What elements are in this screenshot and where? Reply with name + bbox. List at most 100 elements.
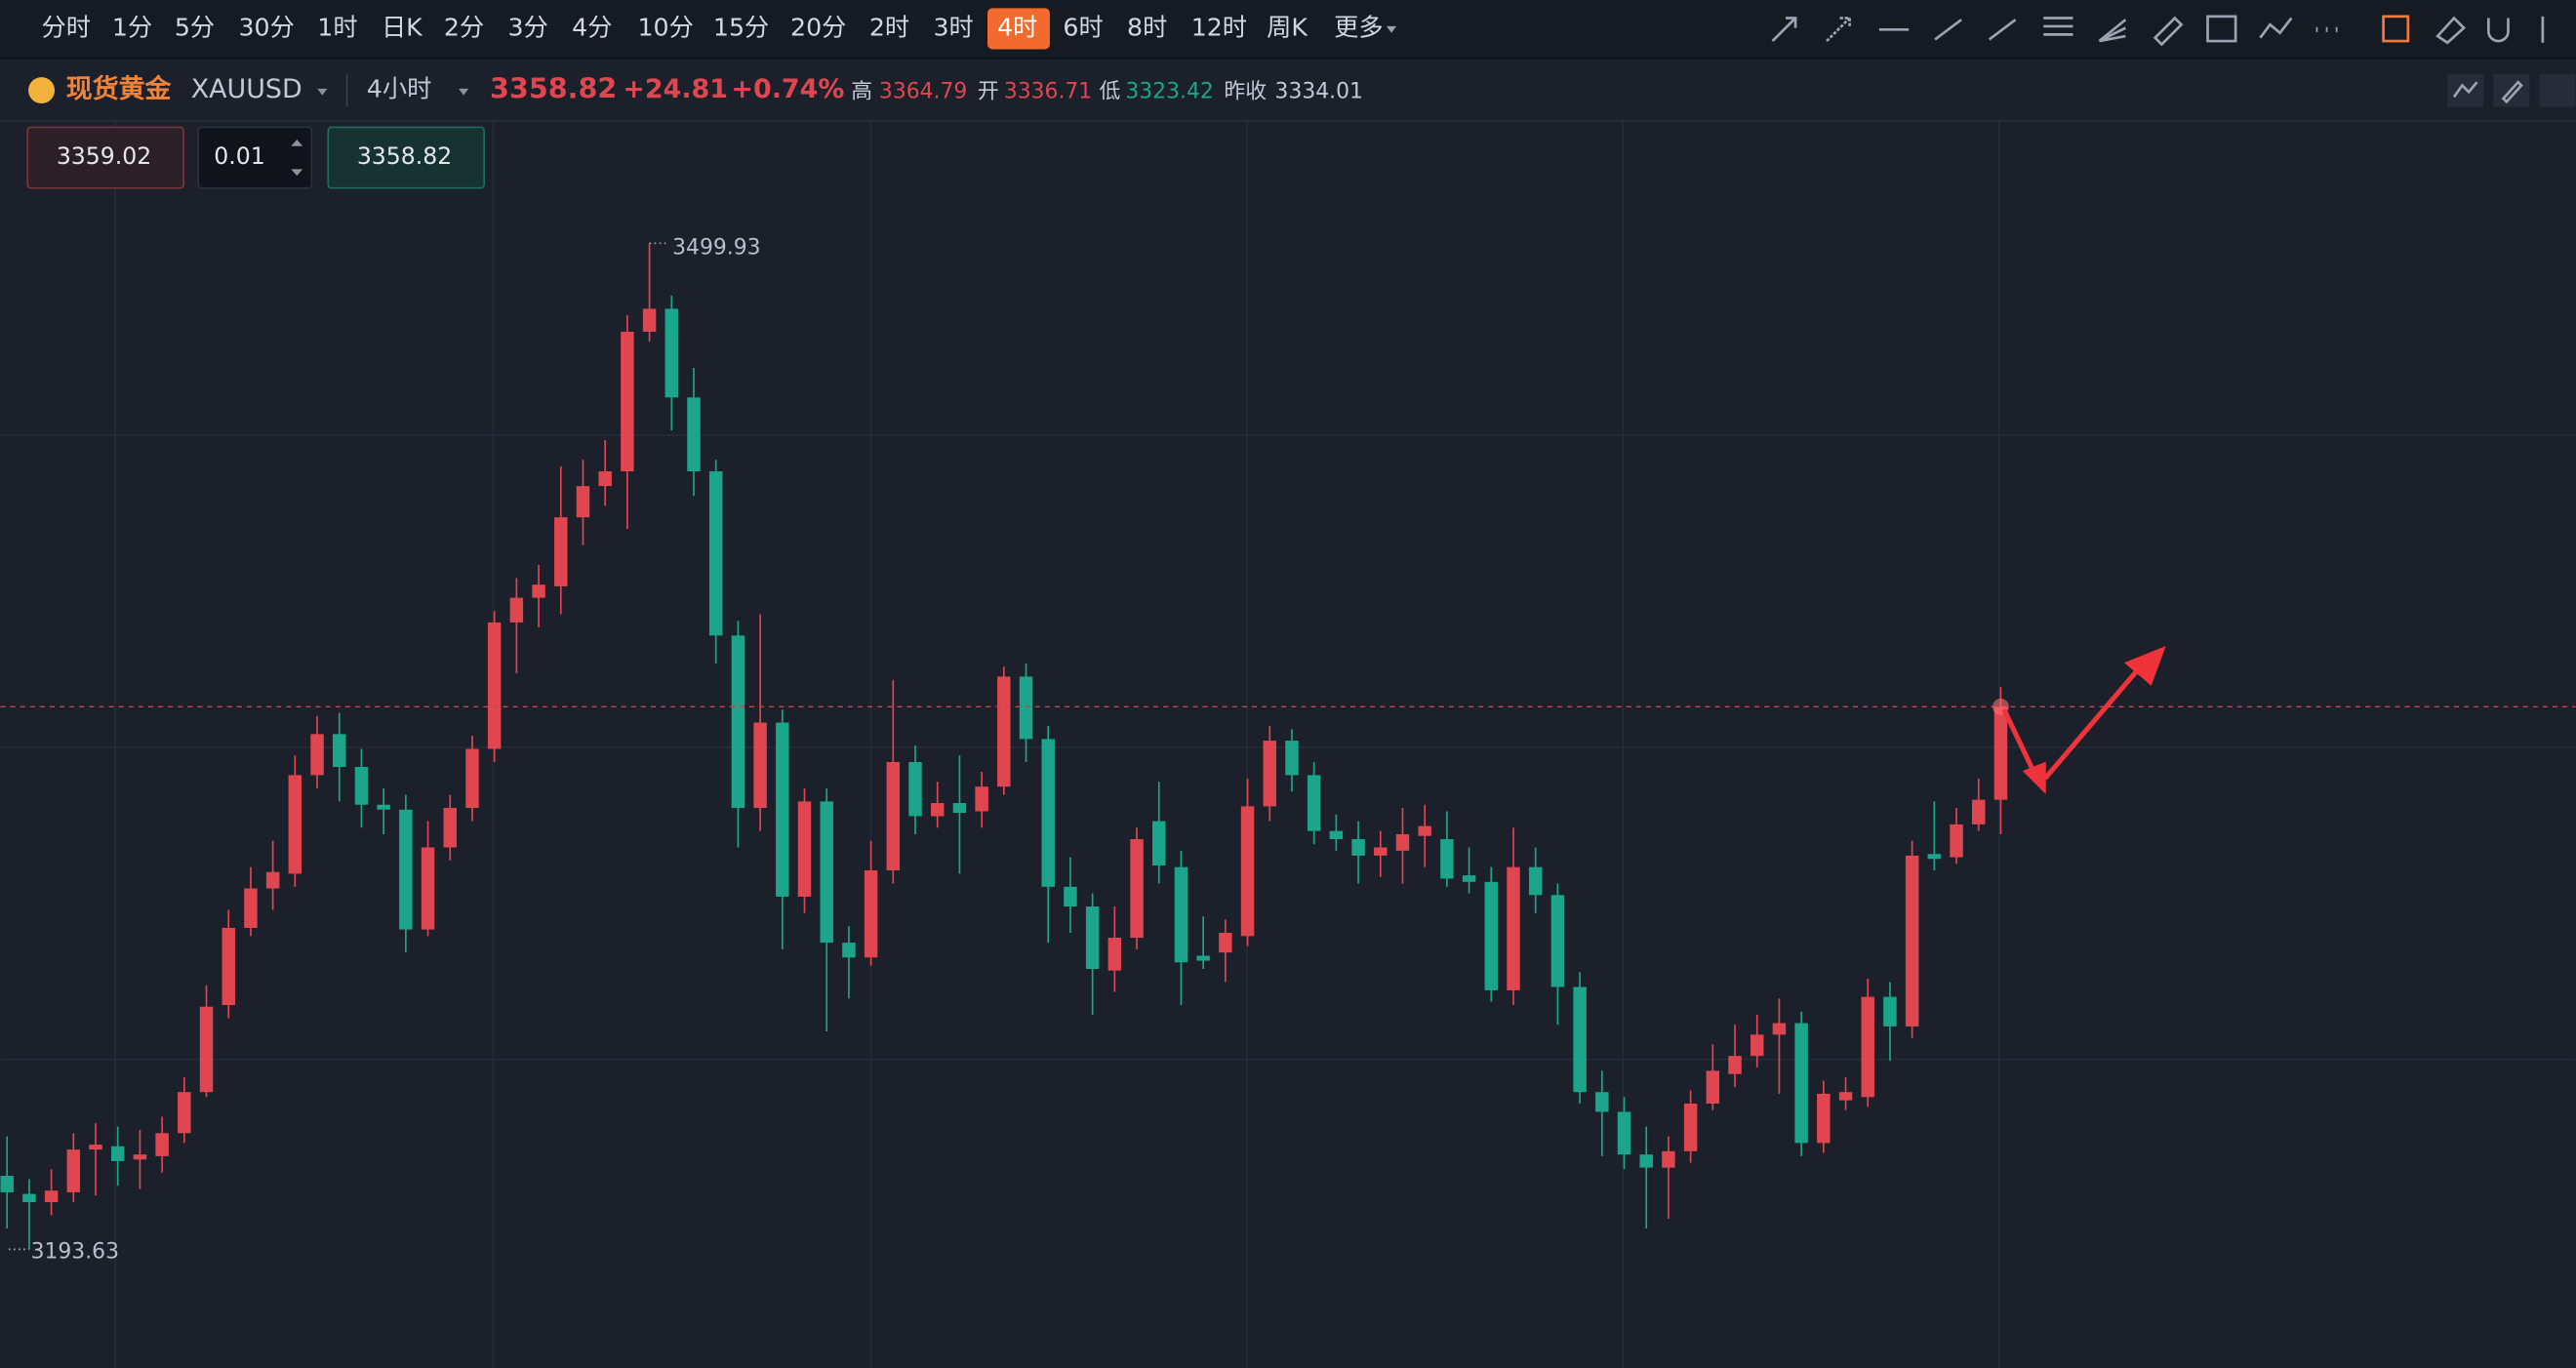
candle-body [443, 808, 457, 848]
period-tab[interactable]: 4分 [572, 13, 612, 41]
period-tab[interactable]: 1分 [112, 13, 152, 41]
icon[interactable] [2435, 16, 2467, 45]
buy-button[interactable] [26, 126, 184, 189]
candle-body [44, 1190, 59, 1203]
arrowhead [2123, 646, 2166, 686]
candle-body [952, 803, 967, 814]
candle-body [288, 775, 302, 874]
candle-body [664, 308, 679, 398]
symbol[interactable]: XAUUSD [191, 74, 302, 104]
candle-body [66, 1149, 81, 1192]
arrow-annotation [2001, 646, 2166, 794]
icon[interactable] [2206, 15, 2237, 43]
candle-body [333, 734, 346, 767]
candle-body [1240, 806, 1255, 937]
candle-body [532, 584, 545, 598]
icon[interactable] [2382, 15, 2410, 43]
low: 3323.42 [1125, 79, 1213, 103]
candle-body [1329, 830, 1344, 840]
period-tab[interactable]: 1时 [317, 13, 357, 41]
candle-body [1219, 932, 1232, 953]
period-tab[interactable]: 12时 [1191, 13, 1247, 41]
period-tab[interactable]: 日K [382, 13, 423, 41]
candle-body [1550, 895, 1565, 987]
label: 低 [1099, 79, 1120, 103]
period-tab[interactable]: 5分 [175, 13, 215, 41]
candle-body [421, 847, 435, 930]
candle-body [310, 734, 324, 776]
icon[interactable] [2452, 81, 2478, 99]
candle-body [199, 1006, 214, 1093]
candle-body [642, 308, 657, 332]
candle-body [487, 622, 502, 749]
logo [28, 77, 56, 104]
change-pct: +0.74% [731, 74, 844, 104]
period-tab[interactable]: 分时 [42, 13, 91, 41]
icon[interactable] [1826, 17, 1851, 43]
icon[interactable] [2501, 80, 2523, 104]
toolbar [0, 0, 2576, 58]
period-tab[interactable]: 8时 [1127, 13, 1167, 41]
icon[interactable] [1988, 19, 2017, 41]
candle-body [930, 803, 945, 817]
candle-body [1174, 866, 1188, 963]
period-tab[interactable]: 4时 [997, 13, 1037, 41]
period-tab[interactable]: 周K [1267, 13, 1308, 41]
candle-body [1528, 866, 1543, 896]
period-tab[interactable]: 10分 [638, 13, 694, 41]
label: 昨收 [1224, 79, 1267, 103]
candle-body [1683, 1104, 1698, 1151]
candle-body [1484, 881, 1499, 990]
period-tab[interactable]: 6时 [1063, 13, 1103, 41]
period-tab[interactable]: 2分 [444, 13, 484, 41]
icon[interactable] [2486, 18, 2510, 43]
drawing-tools [1771, 15, 2576, 107]
candle-body [1750, 1034, 1764, 1057]
interval[interactable]: 4小时 [367, 75, 432, 103]
candle-body [1307, 775, 1321, 831]
qty: 0.01 [214, 142, 264, 170]
icon[interactable] [2098, 19, 2127, 43]
icon[interactable] [2043, 17, 2073, 36]
candle-body [621, 331, 634, 472]
candle-body [1374, 847, 1388, 856]
icon[interactable] [2259, 17, 2293, 39]
candle-body [0, 1176, 14, 1192]
candle-body [89, 1145, 102, 1150]
instrument-name: 现货黄金 [66, 73, 173, 104]
candles: 3499.93 3193.63 [0, 235, 2576, 1265]
candle-body [1662, 1150, 1675, 1168]
period-tab[interactable]: 更多 [1334, 13, 1383, 41]
period-tab[interactable]: 3时 [933, 13, 973, 41]
candle-body [465, 748, 479, 809]
candle-body [1639, 1154, 1653, 1168]
icon[interactable] [2153, 16, 2184, 47]
candle-body [133, 1154, 147, 1160]
icon[interactable] [1771, 17, 1797, 43]
period-tab[interactable]: 2时 [869, 13, 909, 41]
arrow-line [2001, 708, 2039, 780]
candle-body [1817, 1093, 1831, 1144]
candle-body [1440, 839, 1454, 879]
qty-input[interactable] [197, 126, 313, 189]
candle-body [1728, 1056, 1742, 1074]
active-tab[interactable] [986, 8, 1050, 50]
candle-body [22, 1193, 36, 1203]
sell-button[interactable] [327, 126, 485, 189]
candle-body [1351, 839, 1365, 856]
period-tab[interactable]: 3分 [508, 13, 548, 41]
candle-body [1993, 706, 2008, 800]
icon[interactable] [1934, 19, 1962, 41]
period-tab[interactable]: 30分 [239, 13, 295, 41]
candle-body [377, 804, 390, 810]
period-tab[interactable]: 15分 [713, 13, 769, 41]
candle-body [1263, 741, 1276, 807]
candle-body [1573, 986, 1587, 1093]
button[interactable] [2539, 73, 2576, 107]
candle-body [1462, 875, 1476, 882]
label: 开 [978, 79, 999, 103]
candle-body [753, 722, 767, 809]
candle-body [842, 943, 856, 958]
period-tab[interactable]: 20分 [790, 13, 846, 41]
